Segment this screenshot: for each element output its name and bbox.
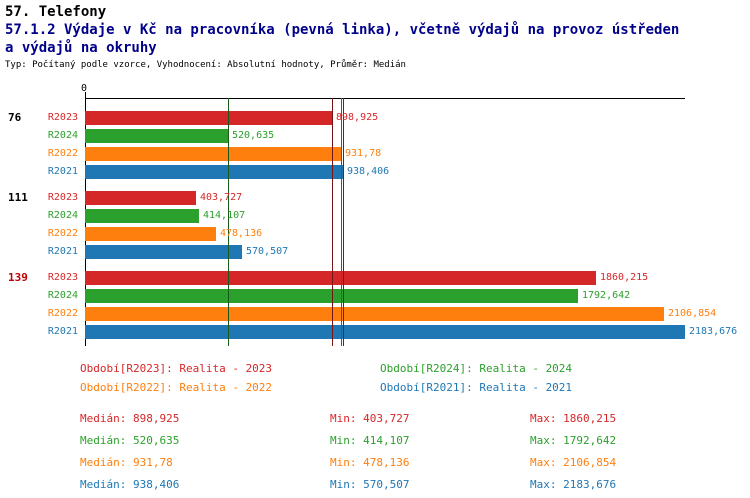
bar-value-label: 403,727 xyxy=(200,192,243,203)
report-section-title: 57. Telefony xyxy=(5,4,107,20)
chart-subtitle: Typ: Počítaný podle vzorce, Vyhodnocení:… xyxy=(5,60,406,70)
bar-value-label: 570,507 xyxy=(246,246,289,257)
bar xyxy=(85,111,332,125)
stat-median-R2023: Medián: 898,925 xyxy=(80,412,180,425)
bar-value-label: 938,406 xyxy=(347,166,390,177)
stat-min-R2023: Min: 403,727 xyxy=(330,412,410,425)
median-line-R2022 xyxy=(341,98,342,346)
bar-value-label: 931,78 xyxy=(345,148,382,159)
bar-value-label: 1792,642 xyxy=(582,290,631,301)
bar-value-label: 898,925 xyxy=(336,112,379,123)
bar xyxy=(85,245,242,259)
bar-value-label: 520,635 xyxy=(232,130,275,141)
bar-chart: 0 76 R2023 898,925 R2024 520,635 R2022 931,78 R2… xyxy=(0,80,750,360)
bar-series-label: R2021 xyxy=(47,326,78,337)
legend-item-R2022: Období[R2022]: Realita - 2022 xyxy=(80,381,273,394)
chart-legend: Období[R2023]: Realita - 2023 Období[R202… xyxy=(0,362,750,402)
stat-max-R2022: Max: 2106,854 xyxy=(530,456,617,469)
bar-value-label: 2183,676 xyxy=(689,326,738,337)
bar-series-label: R2024 xyxy=(47,290,78,301)
bar xyxy=(85,289,578,303)
legend-item-R2023: Období[R2023]: Realita - 2023 xyxy=(80,362,273,375)
group-label-139: 139 xyxy=(8,271,28,284)
bar xyxy=(85,165,343,179)
chart-stats: Medián: 898,925 Min: 403,727 Max: 1860,215… xyxy=(0,412,750,498)
bar-series-label: R2022 xyxy=(47,228,78,239)
bar xyxy=(85,271,596,285)
bar-value-label: 478,136 xyxy=(220,228,263,239)
median-line-R2024 xyxy=(228,98,229,346)
bar-series-label: R2024 xyxy=(47,210,78,221)
stat-median-R2022: Medián: 931,78 xyxy=(80,456,173,469)
bar xyxy=(85,227,216,241)
bar-series-label: R2021 xyxy=(47,166,78,177)
axis-line-top xyxy=(85,98,685,99)
bar xyxy=(85,325,685,339)
median-line-R2023 xyxy=(332,98,333,346)
bar-value-label: 2106,854 xyxy=(668,308,717,319)
median-line-R2021 xyxy=(343,98,344,346)
stat-min-R2021: Min: 570,507 xyxy=(330,478,410,491)
axis-tick xyxy=(85,92,86,98)
group-label-111: 111 xyxy=(8,191,28,204)
bar xyxy=(85,191,196,205)
bar-series-label: R2023 xyxy=(47,112,78,123)
bar xyxy=(85,129,228,143)
bar-series-label: R2024 xyxy=(47,130,78,141)
bar xyxy=(85,147,341,161)
legend-item-R2024: Období[R2024]: Realita - 2024 xyxy=(380,362,573,375)
group-label-76: 76 xyxy=(8,111,22,124)
stat-median-R2024: Medián: 520,635 xyxy=(80,434,180,447)
stat-max-R2024: Max: 1792,642 xyxy=(530,434,617,447)
stat-min-R2024: Min: 414,107 xyxy=(330,434,410,447)
stat-median-R2021: Medián: 938,406 xyxy=(80,478,180,491)
bar-series-label: R2023 xyxy=(47,272,78,283)
bar-series-label: R2023 xyxy=(47,192,78,203)
stat-max-R2021: Max: 2183,676 xyxy=(530,478,617,491)
bar-series-label: R2022 xyxy=(47,148,78,159)
bar-value-label: 1860,215 xyxy=(600,272,649,283)
bar-series-label: R2022 xyxy=(47,308,78,319)
bar xyxy=(85,209,199,223)
bar-series-label: R2021 xyxy=(47,246,78,257)
bar-value-label: 414,107 xyxy=(203,210,246,221)
bar xyxy=(85,307,664,321)
chart-title-line2: a výdajů na okruhy xyxy=(5,40,157,56)
stat-max-R2023: Max: 1860,215 xyxy=(530,412,617,425)
legend-item-R2021: Období[R2021]: Realita - 2021 xyxy=(380,381,573,394)
axis-origin-label: 0 xyxy=(81,83,88,94)
chart-title-line1: 57.1.2 Výdaje v Kč na pracovníka (pevná … xyxy=(5,22,680,38)
stat-min-R2022: Min: 478,136 xyxy=(330,456,410,469)
